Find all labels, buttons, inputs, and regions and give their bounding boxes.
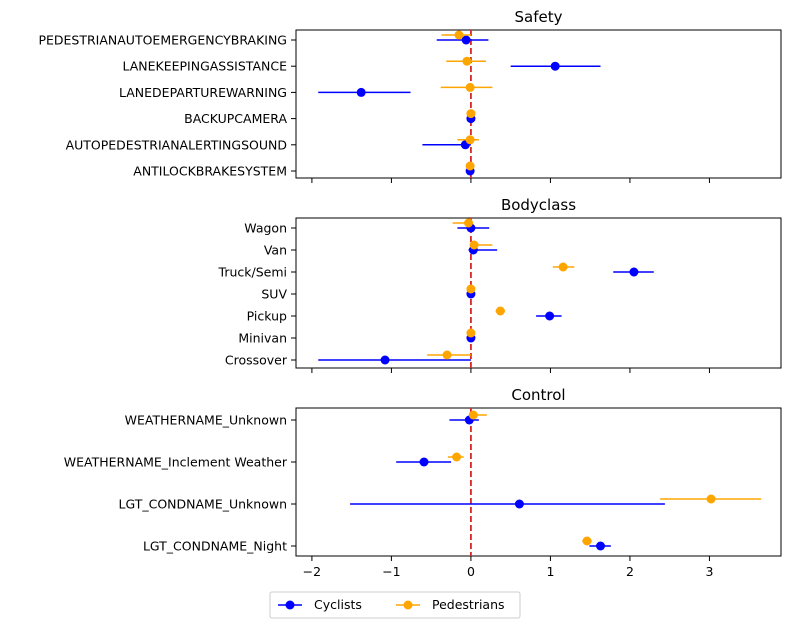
point-lgt-condname-unknown — [706, 494, 716, 504]
point-crossover — [442, 350, 452, 360]
point-lanekeepingassistance — [462, 56, 472, 66]
series-cyclists — [350, 415, 665, 551]
legend-entry-pedestrians: Pedestrians — [396, 597, 505, 612]
y-tick-label: AUTOPEDESTRIANALERTINGSOUND — [66, 137, 287, 152]
point-lgt-condname-unknown — [514, 499, 524, 509]
x-tick-label: 1 — [546, 564, 554, 579]
x-tick-label: −2 — [303, 564, 321, 579]
y-tick-label: LANEKEEPINGASSISTANCE — [122, 59, 287, 74]
point-pickup — [545, 311, 555, 321]
point-autopedestrianalertingsound — [465, 135, 475, 145]
point-pickup — [495, 306, 505, 316]
y-tick-label: Crossover — [225, 353, 288, 368]
point-pedestrianautoemergencybraking — [454, 30, 464, 40]
point-lanekeepingassistance — [550, 61, 560, 71]
panels: Safety PEDESTRIANAUTOEMERGENCYBRAKING LANE… — [38, 8, 782, 579]
point-truck-semi — [558, 262, 568, 272]
panel-title: Control — [511, 386, 565, 404]
point-lgt-condname-night — [582, 536, 592, 546]
panel-bodyclass: Bodyclass Wagon Van Truck/Semi SUV Pickup Mini… — [218, 196, 782, 373]
point-pedestrianautoemergencybraking — [461, 35, 471, 45]
point-wagon — [464, 218, 474, 228]
y-tick-label: SUV — [261, 287, 287, 302]
legend-cyclists-label: Cyclists — [314, 597, 362, 612]
y-tick-label: PEDESTRIANAUTOEMERGENCYBRAKING — [38, 33, 287, 48]
x-tick-label: 0 — [467, 564, 475, 579]
panel-control: Control −2 −1 0 1 2 3 WEATHERNAME_Unknown WEATHE… — [64, 386, 782, 579]
y-tick-label: ANTILOCKBRAKESYSTEM — [133, 164, 287, 179]
point-lanedeparturewarning — [356, 87, 366, 97]
panel-title: Safety — [515, 8, 563, 26]
y-tick-label: Van — [264, 243, 287, 258]
y-tick-label: WEATHERNAME_Inclement Weather — [64, 455, 288, 470]
legend-pedestrians-label: Pedestrians — [432, 597, 505, 612]
panel-title: Bodyclass — [501, 196, 576, 214]
panel-safety: Safety PEDESTRIANAUTOEMERGENCYBRAKING LANE… — [38, 8, 782, 183]
y-tick-label: WEATHERNAME_Unknown — [125, 413, 287, 428]
point-lgt-condname-night — [596, 541, 606, 551]
point-crossover — [380, 355, 390, 365]
point-minivan — [466, 328, 476, 338]
x-tick-label: 3 — [705, 564, 713, 579]
legend-cyclists-marker — [285, 600, 295, 610]
point-suv — [466, 284, 476, 294]
point-lanedeparturewarning — [465, 82, 475, 92]
x-tick-label: 2 — [626, 564, 634, 579]
y-tick-label: Minivan — [238, 331, 287, 346]
plot-frame — [295, 407, 782, 557]
y-tick-label: LGT_CONDNAME_Unknown — [119, 497, 288, 512]
point-weathername-inclement-weather — [452, 452, 462, 462]
point-van — [469, 240, 479, 250]
point-weathername-unknown — [468, 410, 478, 420]
y-tick-label: Truck/Semi — [218, 265, 287, 280]
legend-pedestrians-marker — [403, 600, 413, 610]
y-tick-label: Wagon — [244, 221, 287, 236]
legend-entry-cyclists: Cyclists — [278, 597, 362, 612]
point-weathername-inclement-weather — [419, 457, 429, 467]
y-tick-label: Pickup — [247, 309, 287, 324]
point-antilockbrakesystem — [465, 161, 475, 171]
legend-frame — [269, 591, 521, 619]
point-truck-semi — [629, 267, 639, 277]
series-pedestrians — [427, 218, 575, 360]
y-tick-label: BACKUPCAMERA — [184, 111, 287, 126]
x-tick-label: −1 — [382, 564, 400, 579]
legend: Cyclists Pedestrians — [269, 591, 521, 619]
series-pedestrians — [440, 30, 493, 171]
series-pedestrians — [447, 410, 762, 546]
point-backupcamera — [466, 109, 476, 119]
y-tick-label: LGT_CONDNAME_Night — [143, 539, 287, 554]
y-tick-label: LANEDEPARTUREWARNING — [119, 85, 287, 100]
plot-frame — [295, 217, 782, 369]
plot-frame — [295, 29, 782, 179]
